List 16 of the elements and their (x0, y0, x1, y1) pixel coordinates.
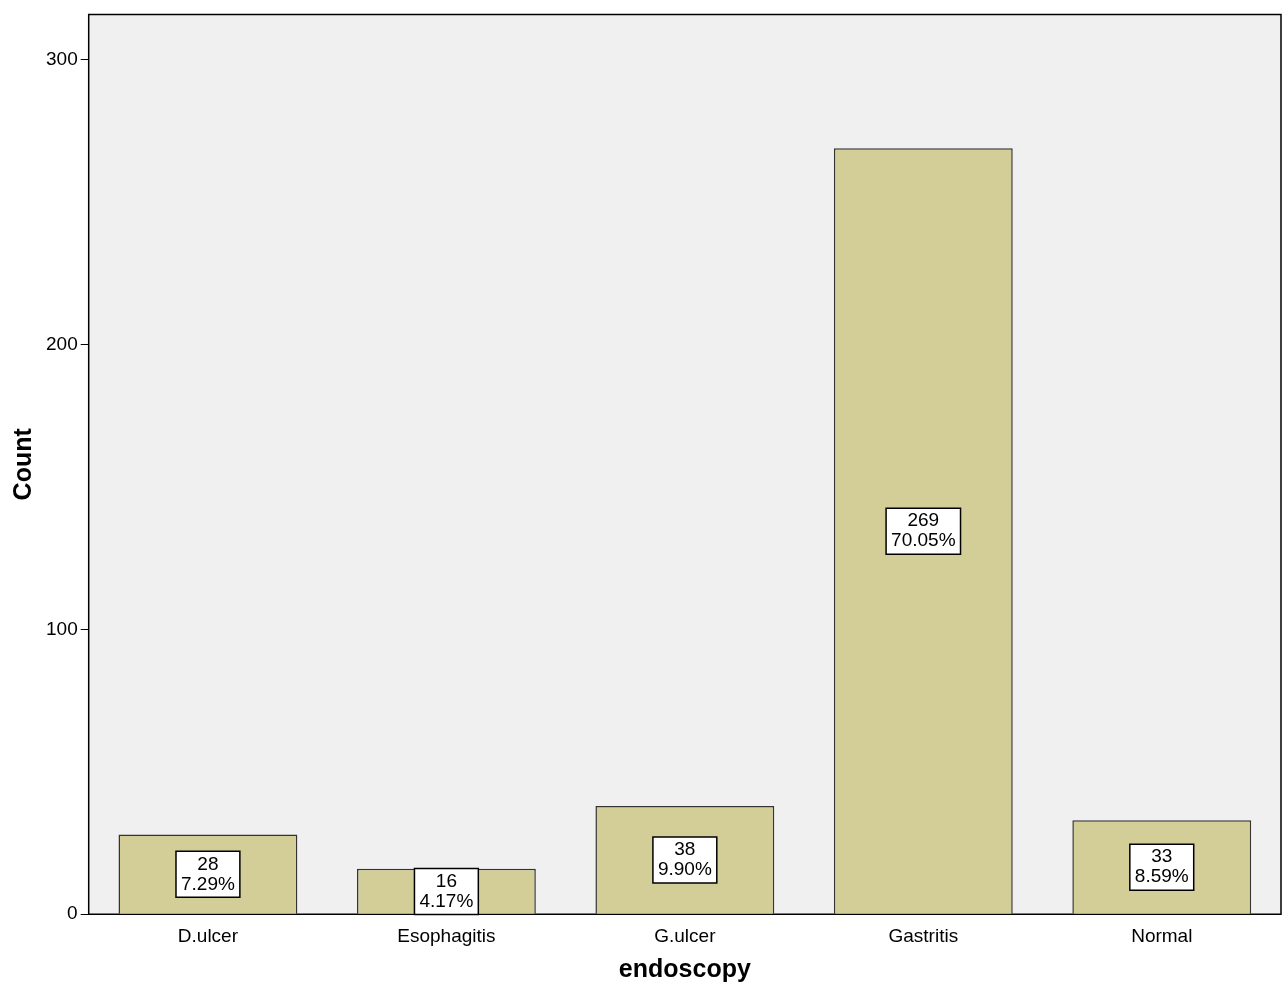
data-label: 269 70.05% (891, 509, 956, 551)
x-tick-label: D.ulcer (177, 924, 239, 946)
data-label: 33 8.59% (1134, 845, 1189, 887)
y-tick-label: 100 (46, 617, 78, 639)
y-axis-title: Count (7, 427, 36, 501)
y-tick-label: 200 (46, 332, 78, 354)
y-tick-label: 300 (46, 48, 78, 70)
y-tick-label: 0 (67, 902, 78, 924)
x-tick-label: Esophagitis (397, 924, 496, 946)
x-tick-label: Gastritis (888, 924, 959, 946)
x-tick-label: G.ulcer (654, 924, 717, 946)
x-tick-label: Normal (1131, 924, 1193, 946)
data-label: 16 4.17% (419, 869, 474, 911)
x-axis-title: endoscopy (618, 953, 751, 982)
data-label: 38 9.90% (657, 838, 712, 880)
data-label: 28 7.29% (180, 852, 235, 894)
